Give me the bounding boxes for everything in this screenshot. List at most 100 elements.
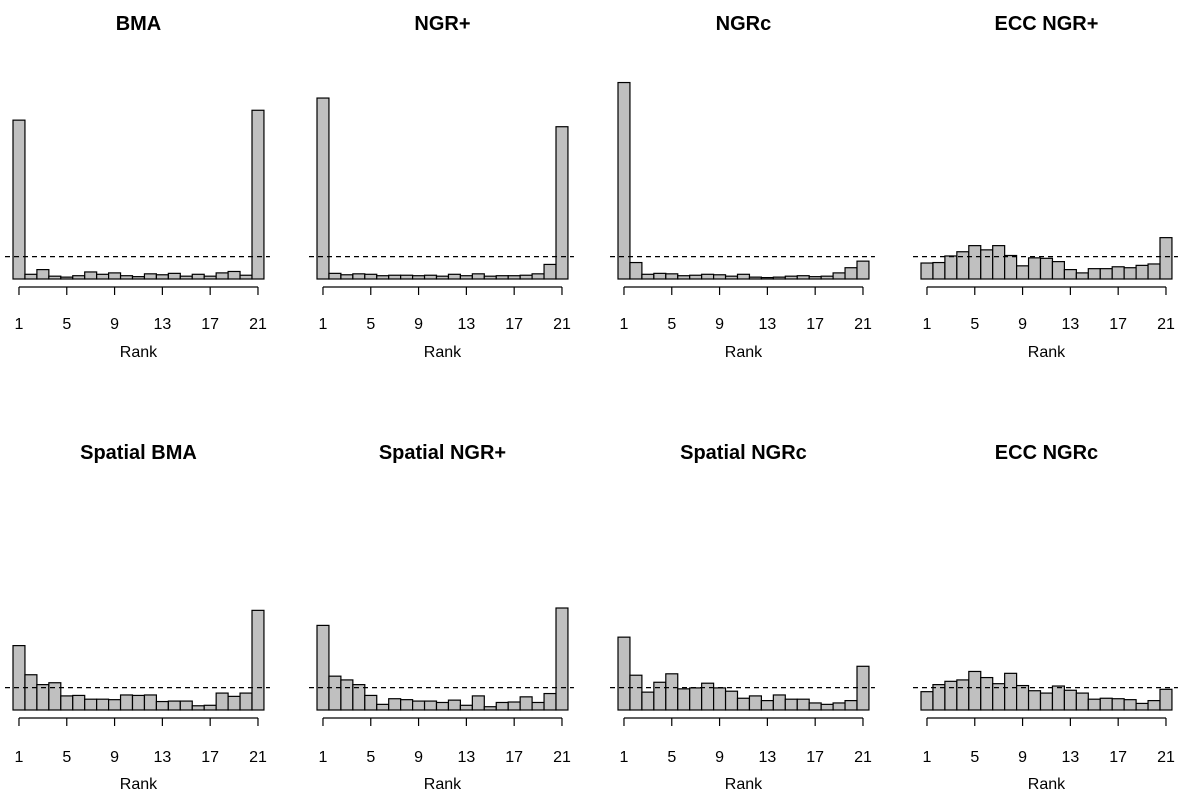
histogram-bar (677, 688, 691, 711)
histogram-bar (251, 109, 265, 280)
x-tick-label: 13 (457, 749, 475, 766)
histogram-bar (12, 119, 26, 280)
x-tick-label: 17 (1109, 749, 1127, 766)
histogram-bar (772, 694, 786, 711)
histogram-bar (641, 273, 655, 280)
x-tick-label: 17 (201, 749, 219, 766)
histogram-bar (131, 694, 146, 711)
x-tick-label: 13 (153, 316, 171, 333)
histogram-bar (932, 261, 946, 280)
panel-title: Spatial NGRc (680, 442, 807, 464)
x-tick-label: 13 (1061, 316, 1079, 333)
histogram-bar (1159, 688, 1173, 711)
x-tick-label: 17 (806, 749, 824, 766)
histogram-bar (772, 276, 786, 280)
x-tick-label: 17 (1109, 316, 1127, 333)
histogram-bar (96, 698, 110, 711)
histogram-bar (203, 704, 217, 711)
x-axis-label: Rank (120, 344, 158, 361)
histogram-bar (844, 699, 858, 711)
histogram-bar (471, 695, 485, 711)
x-axis-label: Rank (1028, 344, 1066, 361)
histogram-bar (167, 272, 181, 280)
histogram-bar (435, 701, 450, 711)
histogram-bar (423, 274, 438, 280)
panel-title: NGR+ (414, 13, 470, 35)
histogram-bar (340, 274, 354, 280)
x-tick-label: 21 (1157, 749, 1175, 766)
histogram-bar (629, 674, 643, 711)
histogram-bar (388, 698, 402, 711)
histogram-bar (665, 273, 679, 280)
histogram-bar (617, 636, 631, 711)
histogram-bar (215, 272, 229, 280)
x-tick-label: 1 (923, 316, 932, 333)
x-tick-label: 5 (366, 749, 375, 766)
x-tick-label: 13 (1061, 749, 1079, 766)
histogram-bar (784, 698, 798, 711)
x-tick-label: 1 (15, 749, 24, 766)
histogram-bar (701, 273, 715, 280)
x-tick-label: 21 (553, 749, 571, 766)
x-tick-label: 5 (970, 749, 979, 766)
histogram-bar (471, 273, 485, 280)
histogram-bar (519, 274, 533, 280)
histogram-bar (1063, 269, 1077, 280)
histogram-bar (227, 695, 241, 711)
histogram-bar (956, 679, 970, 711)
histogram-bar (423, 700, 438, 711)
histogram-bar (1159, 237, 1173, 280)
x-axis-label: Rank (120, 776, 158, 793)
histogram-bar (131, 276, 146, 280)
histogram-bar (1087, 268, 1101, 280)
x-axis-label: Rank (725, 344, 763, 361)
histogram-bar (519, 696, 533, 711)
histogram-bar (483, 275, 497, 280)
histogram-bar (459, 704, 473, 711)
histogram-bar (328, 272, 342, 280)
x-axis-label: Rank (424, 776, 462, 793)
histogram-bar (796, 275, 810, 280)
histogram-bar (179, 700, 193, 711)
x-tick-label: 9 (414, 316, 423, 333)
histogram-bar (84, 271, 98, 280)
histogram-bar (1075, 692, 1089, 711)
histogram-bar (60, 695, 74, 711)
histogram-panel: Spatial NGR+ 1 5 9 13 17 21 Rank (309, 442, 574, 793)
histogram-bar (1135, 264, 1149, 280)
x-tick-label: 13 (457, 316, 475, 333)
panel-title: ECC NGRc (995, 442, 1098, 464)
histogram-bar (203, 275, 217, 280)
histogram-bar (543, 692, 557, 711)
histogram-bar (555, 126, 569, 280)
histogram-bar (376, 275, 390, 280)
x-tick-label: 9 (414, 749, 423, 766)
histogram-bar (412, 700, 426, 711)
histogram-bar (352, 273, 366, 280)
histogram-bar (352, 684, 366, 711)
x-tick-label: 1 (620, 749, 629, 766)
histogram-bar (143, 273, 157, 280)
histogram-bar (96, 273, 110, 280)
histogram-bar (167, 700, 181, 711)
histogram-bar (84, 698, 98, 711)
histogram-bar (653, 681, 667, 711)
histogram-bar (629, 261, 643, 280)
histogram-bar (495, 275, 509, 280)
histogram-bar (748, 695, 763, 711)
histogram-bar (1111, 266, 1125, 280)
histogram-bar (736, 273, 751, 280)
histogram-bar (1027, 690, 1042, 711)
histogram-bar (1147, 263, 1161, 280)
x-tick-label: 13 (758, 316, 776, 333)
histogram-bar (844, 267, 858, 280)
histogram-panel: ECC NGRc 1 5 9 13 17 21 Rank (913, 442, 1178, 793)
histogram-bar (239, 692, 253, 711)
x-tick-label: 1 (319, 749, 328, 766)
histogram-bar (653, 272, 667, 280)
histogram-bar (459, 275, 473, 280)
histogram-bar (435, 275, 450, 280)
histogram-bar (1123, 267, 1137, 280)
histogram-bar (495, 701, 509, 711)
